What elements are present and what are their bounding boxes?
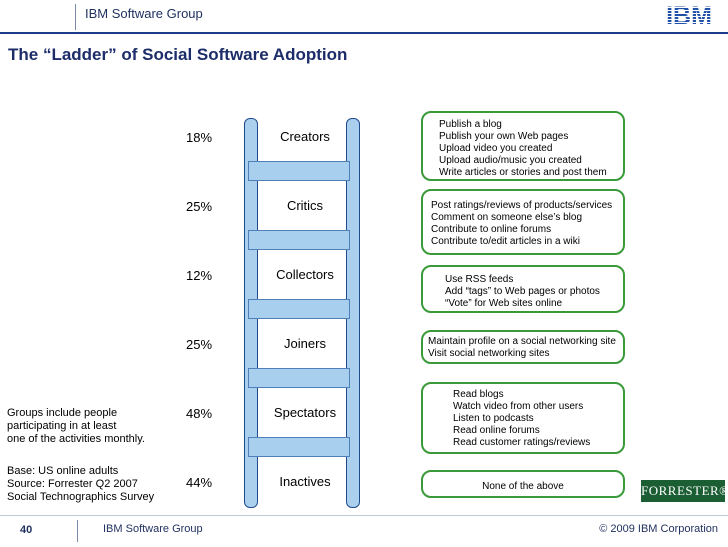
activity-item: Read online forums xyxy=(453,425,540,436)
note-line: one of the activities monthly. xyxy=(7,433,145,445)
footer-copyright: © 2009 IBM Corporation xyxy=(599,523,718,535)
ibm-logo-text: IBM xyxy=(666,2,712,28)
percent-collectors: 12% xyxy=(186,268,213,283)
activity-item: Post ratings/reviews of products/service… xyxy=(431,200,613,211)
footer-group-name: IBM Software Group xyxy=(103,523,203,535)
percent-spectators: 48% xyxy=(186,406,213,421)
activities-box-spectators: Read blogs Watch video from other users … xyxy=(421,382,625,454)
ladder-rung xyxy=(248,437,350,457)
activity-item: Upload video you created xyxy=(439,143,553,154)
ladder-label-critics: Critics xyxy=(286,198,324,213)
note-line: participating in at least xyxy=(7,420,117,432)
percent-critics: 25% xyxy=(186,199,213,214)
header-bar: IBM Software Group IBM xyxy=(0,0,728,32)
note-line: Social Technographics Survey xyxy=(7,491,155,503)
header-rule xyxy=(0,32,728,34)
activity-item: Watch video from other users xyxy=(453,401,584,412)
activity-item: Comment on someone else’s blog xyxy=(431,212,583,223)
activity-item: Write articles or stories and post them xyxy=(439,167,607,178)
activities-box-creators: Publish a blog Publish your own Web page… xyxy=(421,111,625,181)
ladder-rung xyxy=(248,299,350,319)
activity-item: Maintain profile on a social networking … xyxy=(428,336,616,347)
ladder-label-joiners: Joiners xyxy=(284,336,326,351)
ladder-label-collectors: Collectors xyxy=(276,267,334,282)
page-title: The “Ladder” of Social Software Adoption xyxy=(8,45,348,64)
activity-item: Use RSS feeds xyxy=(445,274,514,285)
ladder-rung xyxy=(248,161,350,181)
header-group-name: IBM Software Group xyxy=(85,6,203,21)
activity-item: Contribute to online forums xyxy=(431,224,552,235)
activities-box-inactives: None of the above xyxy=(421,470,625,498)
activity-item: Visit social networking sites xyxy=(428,348,550,359)
activity-item: Add “tags” to Web pages or photos xyxy=(445,286,600,297)
activity-item: Contribute to/edit articles in a wiki xyxy=(431,236,580,247)
note-line: Base: US online adults xyxy=(7,465,119,477)
ladder-label-inactives: Inactives xyxy=(279,474,331,489)
activity-item: Publish a blog xyxy=(439,119,502,130)
activity-item: Read customer ratings/reviews xyxy=(453,437,591,448)
ladder-label-spectators: Spectators xyxy=(273,405,337,420)
header-divider xyxy=(75,4,76,30)
ladder-rung xyxy=(248,230,350,250)
percent-joiners: 25% xyxy=(186,337,213,352)
footer-bar: 40 IBM Software Group © 2009 IBM Corpora… xyxy=(0,515,728,547)
activity-item: Upload audio/music you created xyxy=(439,155,582,166)
page-number: 40 xyxy=(20,524,33,536)
activity-item: “Vote” for Web sites online xyxy=(445,298,563,309)
activity-item: Listen to podcasts xyxy=(453,413,534,424)
ladder-rung xyxy=(248,368,350,388)
note-line: Source: Forrester Q2 2007 xyxy=(7,478,138,490)
percent-inactives: 44% xyxy=(186,475,213,490)
source-note: Base: US online adults Source: Forrester… xyxy=(7,465,154,504)
ladder-label-creators: Creators xyxy=(280,129,330,144)
footer-divider xyxy=(77,520,78,542)
activity-item: None of the above xyxy=(482,481,564,492)
activities-box-critics: Post ratings/reviews of products/service… xyxy=(421,189,625,255)
ibm-logo: IBM xyxy=(666,2,712,28)
activities-box-joiners: Maintain profile on a social networking … xyxy=(421,330,625,364)
activity-item: Publish your own Web pages xyxy=(439,131,569,142)
note-line: Groups include people xyxy=(7,407,118,419)
forrester-logo: FORRESTER® xyxy=(641,480,728,502)
groups-note: Groups include people participating in a… xyxy=(7,407,145,446)
percent-creators: 18% xyxy=(186,130,213,145)
activities-box-collectors: Use RSS feeds Add “tags” to Web pages or… xyxy=(421,265,625,313)
activity-item: Read blogs xyxy=(453,389,504,400)
